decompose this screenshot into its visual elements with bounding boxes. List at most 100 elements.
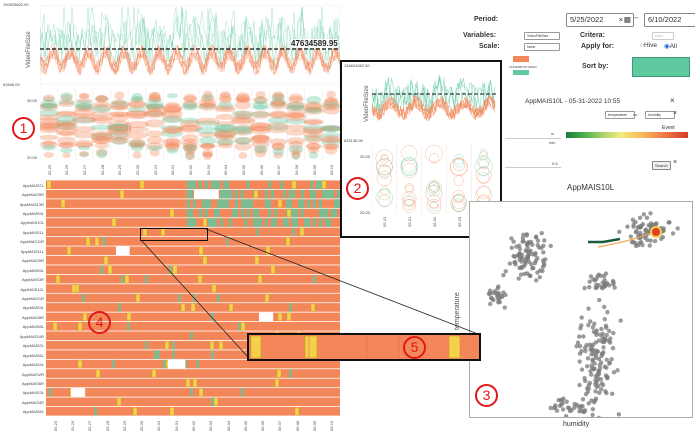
line-chart[interactable]: [40, 5, 340, 85]
heatmap-cell: [256, 227, 259, 237]
period-from-input[interactable]: 5/25/2022 × ▦: [566, 13, 634, 27]
hive-label[interactable]: AppMAIS9R: [21, 192, 44, 198]
zoom-box-glyph: [404, 184, 414, 194]
hive-label[interactable]: AppMAIS1R: [21, 296, 44, 301]
box-glyph: [128, 141, 146, 147]
heatmap[interactable]: [46, 180, 340, 416]
hive-label[interactable]: AppMAIS11R: [20, 239, 44, 245]
box-glyph: [162, 106, 183, 113]
hive-label[interactable]: AppMAIS2L: [22, 343, 44, 349]
clear-from-icon[interactable]: ×: [618, 15, 623, 24]
box-glyph: [40, 140, 58, 149]
zoom-box-plots[interactable]: [372, 144, 496, 214]
scatter-point: [628, 234, 634, 239]
box-glyph: [199, 136, 217, 146]
hive-label[interactable]: AppMAIS3L: [22, 305, 44, 311]
hive-label[interactable]: AppMAIS1L: [22, 229, 44, 235]
hive-label[interactable]: AppMAIS3L: [22, 390, 44, 396]
var-x-select[interactable]: temperature: [605, 111, 635, 119]
hive-label[interactable]: AppMAIS8R: [21, 314, 44, 320]
scatter-point: [577, 359, 582, 364]
heatmap-cell: [322, 189, 325, 199]
box-plots[interactable]: [40, 88, 340, 160]
box-glyph: [251, 134, 270, 143]
heatmap-cell: [298, 199, 301, 208]
variables-select[interactable]: VideoFileSize: [524, 32, 560, 40]
scatter-point: [596, 368, 601, 374]
hive-label[interactable]: AppMAIS6L: [22, 352, 44, 358]
hive-label[interactable]: AppMAIS10L: [20, 220, 44, 226]
heatmap-cell: [199, 180, 202, 190]
hive-label[interactable]: AppMAIS10R: [19, 333, 44, 339]
slider-value[interactable]: 0.5: [552, 161, 558, 166]
box-glyph: [185, 151, 195, 160]
heatmap-cell: [304, 218, 307, 227]
box-glyph: [179, 124, 201, 134]
zoom-line-chart[interactable]: [372, 66, 496, 138]
hive-label[interactable]: AppMAIS4L: [22, 362, 44, 368]
zoom-series-line: [372, 96, 496, 120]
orange-swatch[interactable]: [513, 56, 529, 62]
hive-label[interactable]: AppMAIS7L: [22, 182, 44, 188]
calendar-icon[interactable]: ▦: [623, 15, 631, 24]
close-vars-icon[interactable]: ×: [673, 110, 678, 117]
box-glyph: [249, 122, 273, 132]
hive-label[interactable]: AppMAIS6L: [22, 409, 44, 415]
event-marker: [209, 341, 215, 350]
hive-label[interactable]: AppMAIS11L: [20, 248, 44, 254]
hive-label[interactable]: AppMAIS13R: [19, 201, 44, 207]
box-glyph: [184, 150, 196, 160]
heatmap-cell: [226, 189, 229, 199]
zoom-selection-box[interactable]: [140, 228, 208, 241]
heatmap-cell: [145, 274, 148, 284]
magnified-strip[interactable]: [247, 333, 481, 361]
box-glyph: [110, 105, 129, 111]
box-glyph: [291, 150, 301, 160]
hive-label[interactable]: AppMAIS2R: [21, 371, 44, 377]
box-glyph: [254, 144, 267, 154]
search-button[interactable]: Search: [652, 161, 671, 170]
heatmap-cell: [313, 189, 316, 199]
scatter-point: [602, 304, 607, 310]
scatter-point: [617, 229, 622, 235]
heatmap-cell: [157, 350, 160, 359]
heatmap-row: [46, 284, 340, 293]
box-glyph: [303, 124, 325, 134]
zoom-box-glyph: [376, 170, 393, 187]
scale-select[interactable]: None: [524, 43, 560, 51]
box-glyph: [90, 132, 113, 141]
hive-label[interactable]: AppMAIS12L: [20, 286, 44, 292]
scatter-point: [567, 408, 573, 414]
event-marker: [151, 369, 157, 378]
apply-hive-radio[interactable]: ○Hive: [640, 42, 657, 49]
var-y-select[interactable]: humidity: [645, 111, 675, 119]
close-search-icon[interactable]: ×: [673, 159, 678, 166]
scatter-plot[interactable]: [470, 202, 692, 417]
hive-label[interactable]: AppMAIS3R: [21, 277, 44, 283]
close-detail-icon[interactable]: ×: [670, 96, 675, 105]
critera-select[interactable]: None: [652, 32, 674, 40]
scatter-point: [593, 285, 598, 291]
box-glyph: [182, 144, 198, 151]
scatter-point: [602, 316, 607, 322]
hive-label[interactable]: AppMAIS8L: [22, 324, 44, 330]
heatmap-cell: [328, 218, 331, 227]
box-glyph: [269, 98, 287, 108]
heatmap-cell: [187, 180, 190, 190]
zoom-box-glyph: [429, 201, 439, 212]
hive-label[interactable]: AppMAIS5L: [22, 267, 44, 273]
box-glyph: [40, 121, 62, 128]
event-colorscale[interactable]: [566, 132, 688, 138]
teal-swatch[interactable]: [513, 70, 529, 75]
hive-label[interactable]: AppMAIS9L: [22, 211, 44, 217]
hive-label[interactable]: AppMAIS4R: [21, 399, 44, 405]
box-glyph: [182, 142, 198, 149]
apply-all-radio[interactable]: ◉All: [664, 43, 677, 50]
sortby-swatch[interactable]: [632, 57, 690, 77]
hive-label[interactable]: AppMAIS5R: [21, 258, 44, 264]
event-marker: [77, 359, 83, 369]
event-marker: [103, 256, 109, 265]
hive-label[interactable]: AppMAIS6R: [21, 380, 44, 386]
period-to-input[interactable]: 6/10/2022: [644, 13, 695, 27]
scatter-point: [513, 262, 518, 267]
